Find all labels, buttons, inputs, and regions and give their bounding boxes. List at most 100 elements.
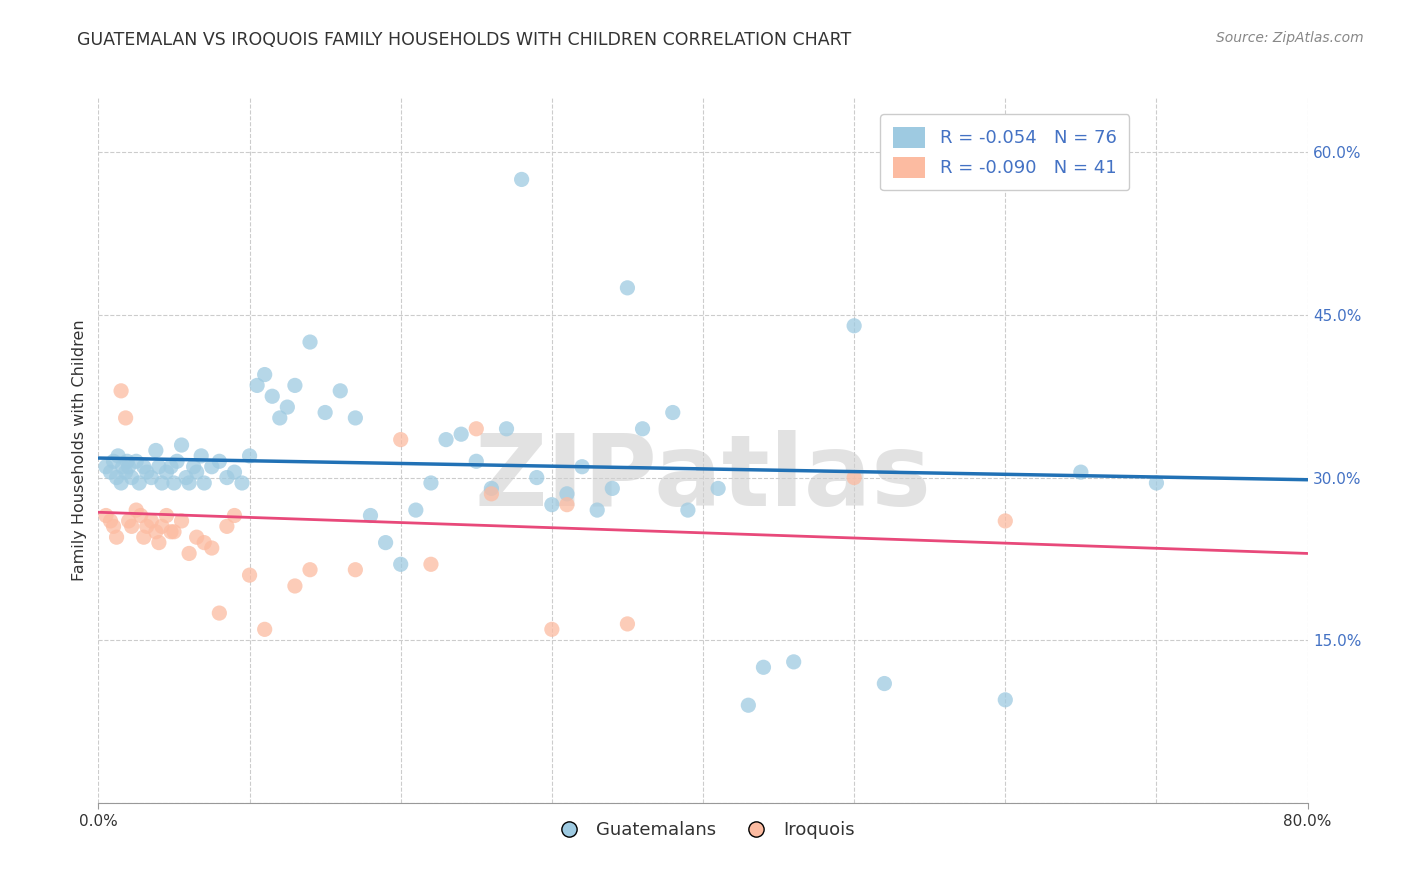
Point	[128, 475, 150, 490]
Point	[193, 535, 215, 549]
Point	[105, 530, 128, 544]
Point	[155, 508, 177, 523]
Point	[299, 563, 322, 577]
Point	[540, 623, 562, 637]
Point	[186, 465, 208, 479]
Point	[434, 433, 457, 447]
Point	[150, 475, 173, 490]
Point	[389, 433, 412, 447]
Point	[170, 438, 193, 452]
Point	[374, 535, 396, 549]
Point	[145, 524, 167, 539]
Point	[1144, 475, 1167, 490]
Point	[329, 384, 352, 398]
Y-axis label: Family Households with Children: Family Households with Children	[72, 319, 87, 582]
Point	[201, 541, 224, 555]
Point	[450, 427, 472, 442]
Point	[253, 368, 276, 382]
Point	[145, 443, 167, 458]
Point	[246, 378, 269, 392]
Point	[284, 378, 307, 392]
Point	[344, 411, 367, 425]
Point	[299, 334, 322, 349]
Point	[111, 459, 134, 474]
Point	[526, 470, 548, 484]
Point	[555, 498, 578, 512]
Point	[661, 405, 683, 419]
Point	[752, 660, 775, 674]
Point	[141, 470, 163, 484]
Point	[201, 459, 224, 474]
Point	[121, 470, 143, 484]
Text: GUATEMALAN VS IROQUOIS FAMILY HOUSEHOLDS WITH CHILDREN CORRELATION CHART: GUATEMALAN VS IROQUOIS FAMILY HOUSEHOLDS…	[77, 31, 852, 49]
Point	[115, 454, 138, 468]
Point	[186, 530, 208, 544]
Point	[163, 475, 186, 490]
Point	[1070, 465, 1092, 479]
Point	[103, 519, 125, 533]
Point	[100, 514, 122, 528]
Point	[94, 459, 117, 474]
Point	[253, 623, 276, 637]
Point	[141, 514, 163, 528]
Point	[135, 465, 157, 479]
Point	[420, 558, 443, 572]
Point	[555, 487, 578, 501]
Point	[540, 498, 562, 512]
Text: ZIPatlas: ZIPatlas	[475, 430, 931, 527]
Point	[586, 503, 609, 517]
Point	[107, 449, 129, 463]
Point	[616, 281, 638, 295]
Point	[135, 519, 157, 533]
Point	[994, 514, 1017, 528]
Point	[676, 503, 699, 517]
Point	[465, 454, 488, 468]
Point	[616, 616, 638, 631]
Point	[118, 514, 141, 528]
Point	[224, 465, 246, 479]
Point	[174, 470, 197, 484]
Point	[276, 400, 298, 414]
Text: Source: ZipAtlas.com: Source: ZipAtlas.com	[1216, 31, 1364, 45]
Point	[183, 459, 205, 474]
Point	[148, 459, 170, 474]
Point	[239, 568, 262, 582]
Point	[215, 519, 238, 533]
Point	[844, 470, 866, 484]
Point	[150, 519, 173, 533]
Point	[215, 470, 238, 484]
Point	[510, 172, 533, 186]
Point	[193, 475, 215, 490]
Point	[170, 514, 193, 528]
Point	[844, 318, 866, 333]
Point	[103, 454, 125, 468]
Point	[420, 475, 443, 490]
Point	[737, 698, 759, 713]
Point	[262, 389, 284, 403]
Point	[873, 676, 896, 690]
Point	[190, 449, 212, 463]
Point	[160, 524, 183, 539]
Point	[160, 459, 183, 474]
Point	[405, 503, 427, 517]
Point	[465, 422, 488, 436]
Point	[239, 449, 262, 463]
Point	[389, 558, 412, 572]
Point	[707, 482, 730, 496]
Point	[94, 508, 117, 523]
Point	[100, 465, 122, 479]
Point	[495, 422, 517, 436]
Point	[208, 606, 231, 620]
Point	[110, 384, 132, 398]
Point	[132, 530, 155, 544]
Point	[110, 475, 132, 490]
Point	[783, 655, 806, 669]
Point	[125, 503, 148, 517]
Point	[571, 459, 593, 474]
Legend: Guatemalans, Iroquois: Guatemalans, Iroquois	[544, 814, 862, 847]
Point	[360, 508, 382, 523]
Point	[121, 519, 143, 533]
Point	[148, 535, 170, 549]
Point	[118, 459, 141, 474]
Point	[481, 487, 503, 501]
